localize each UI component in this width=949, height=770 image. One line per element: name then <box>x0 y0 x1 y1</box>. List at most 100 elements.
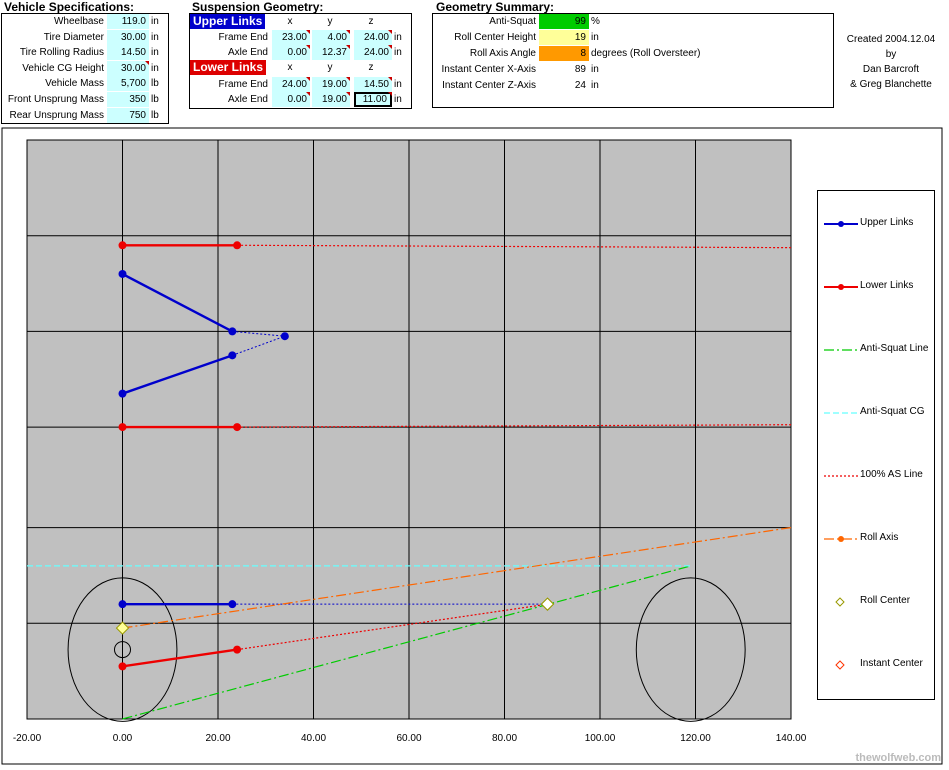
legend-swatch <box>824 349 858 351</box>
chart-legend: Upper Links Lower Links Anti-Squat Line Ant… <box>817 190 935 700</box>
legend-swatch <box>824 475 858 477</box>
lower-x-cell[interactable]: 24.00 <box>272 77 310 92</box>
lower-x-cell[interactable]: 0.00 <box>272 92 310 107</box>
upper-col-x: x <box>287 16 293 27</box>
legend-swatch <box>824 284 858 290</box>
summary-unit: in <box>591 64 599 75</box>
x-tick-label: 80.00 <box>492 733 517 744</box>
spec-value-cell[interactable]: 14.50 <box>107 45 149 61</box>
series-marker <box>118 662 127 671</box>
spec-unit: in <box>151 47 159 59</box>
upper-col-y: y <box>327 16 333 27</box>
series-line <box>237 424 792 428</box>
summary-label: Instant Center X-Axis <box>441 64 536 75</box>
spec-value-cell[interactable]: 30.00 <box>107 60 149 76</box>
spec-unit: lb <box>151 78 159 90</box>
x-tick-label: 120.00 <box>680 733 711 744</box>
spec-value-cell[interactable]: 5,700 <box>107 76 149 92</box>
series-marker <box>118 600 127 609</box>
legend-swatch <box>824 221 858 227</box>
spec-unit: lb <box>151 94 159 105</box>
geometry-summary-panel <box>432 13 834 108</box>
upper-row-unit: in <box>394 32 402 43</box>
spec-label: Front Unsprung Mass <box>7 94 104 105</box>
series-marker <box>118 241 127 250</box>
upper-y-cell[interactable]: 12.37 <box>312 45 350 60</box>
series-line <box>122 527 792 629</box>
comment-indicator <box>346 77 350 81</box>
series-line <box>122 354 233 395</box>
legend-item: Lower Links <box>818 280 934 294</box>
legend-diamond <box>835 660 845 670</box>
summary-value: 24 <box>574 80 586 91</box>
x-tick-label: 40.00 <box>301 733 326 744</box>
legend-marker <box>838 221 844 227</box>
x-tick-label: 0.00 <box>113 733 133 744</box>
credit-by: by <box>885 49 897 60</box>
spec-value-cell[interactable]: 119.0 <box>107 14 149 29</box>
geometry-summary-title: Geometry Summary: <box>436 0 555 14</box>
series-marker <box>228 351 237 360</box>
series-line <box>122 648 238 668</box>
legend-label: Roll Center <box>860 595 911 606</box>
lower-z-cell[interactable]: 11.00 <box>354 92 392 107</box>
upper-link-extension <box>232 330 285 337</box>
legend-label: Lower Links <box>860 280 914 291</box>
spec-value-cell[interactable]: 30.00 <box>107 29 149 45</box>
series-line <box>122 565 691 720</box>
summary-unit: in <box>591 32 599 43</box>
comment-indicator <box>388 45 392 49</box>
upper-y-cell[interactable]: 4.00 <box>312 30 350 45</box>
upper-links-header: Upper Links <box>190 14 266 29</box>
spec-value-cell[interactable]: 350 <box>107 92 149 107</box>
lower-links-header: Lower Links <box>190 60 267 75</box>
chart-area: -20.00 0.00 20.00 40.00 60.00 80.00 100.00 120.… <box>0 127 946 767</box>
series-marker <box>228 327 237 336</box>
series-line <box>121 272 233 333</box>
comment-indicator <box>306 30 310 34</box>
upper-row-unit: in <box>394 47 402 58</box>
lower-y-cell[interactable]: 19.00 <box>312 77 350 92</box>
series-line <box>237 244 792 249</box>
instant-center-marker <box>540 597 555 611</box>
credit-author-2: & Greg Blanchette <box>850 79 932 90</box>
series-marker <box>228 600 237 609</box>
lower-z-cell[interactable]: 14.50 <box>354 77 392 92</box>
credit-created: Created 2004.12.04 <box>846 34 936 45</box>
spec-unit: in <box>151 62 159 74</box>
legend-item: Anti-Squat Line <box>818 343 934 357</box>
series-marker <box>118 269 127 278</box>
comment-indicator <box>145 61 149 65</box>
x-tick-label: -20.00 <box>13 733 42 744</box>
legend-marker <box>838 536 844 542</box>
lower-y-cell[interactable]: 19.00 <box>312 92 350 107</box>
legend-marker <box>838 284 844 290</box>
upper-x-cell[interactable]: 0.00 <box>272 45 310 60</box>
wheel-outline <box>67 577 178 722</box>
legend-item: Anti-Squat CG <box>818 406 934 420</box>
legend-item: 100% AS Line <box>818 469 934 483</box>
legend-item: Instant Center <box>818 658 934 672</box>
series-marker <box>118 389 127 398</box>
spec-unit: lb <box>151 109 159 121</box>
lower-row-label: Frame End <box>218 79 268 90</box>
legend-item: Upper Links <box>818 217 934 231</box>
upper-row-label: Frame End <box>218 32 268 43</box>
upper-z-cell[interactable]: 24.00 <box>354 30 392 45</box>
lower-row-unit: in <box>394 94 402 105</box>
lower-col-z: z <box>368 62 374 73</box>
summary-unit: in <box>591 80 599 91</box>
comment-indicator <box>306 45 310 49</box>
lower-row-label: Axle End <box>227 94 268 105</box>
upper-z-cell[interactable]: 24.00 <box>354 45 392 60</box>
spec-unit: in <box>151 16 159 27</box>
comment-indicator <box>306 77 310 81</box>
upper-x-cell[interactable]: 23.00 <box>272 30 310 45</box>
upper-links-convergence-marker <box>280 332 289 341</box>
spec-label: Vehicle Mass <box>45 78 104 90</box>
legend-label: Upper Links <box>860 217 914 228</box>
legend-label: Roll Axis <box>860 532 899 543</box>
spec-value-cell[interactable]: 750 <box>107 107 149 123</box>
axle-marker <box>114 641 131 659</box>
legend-item: Roll Axis <box>818 532 934 546</box>
